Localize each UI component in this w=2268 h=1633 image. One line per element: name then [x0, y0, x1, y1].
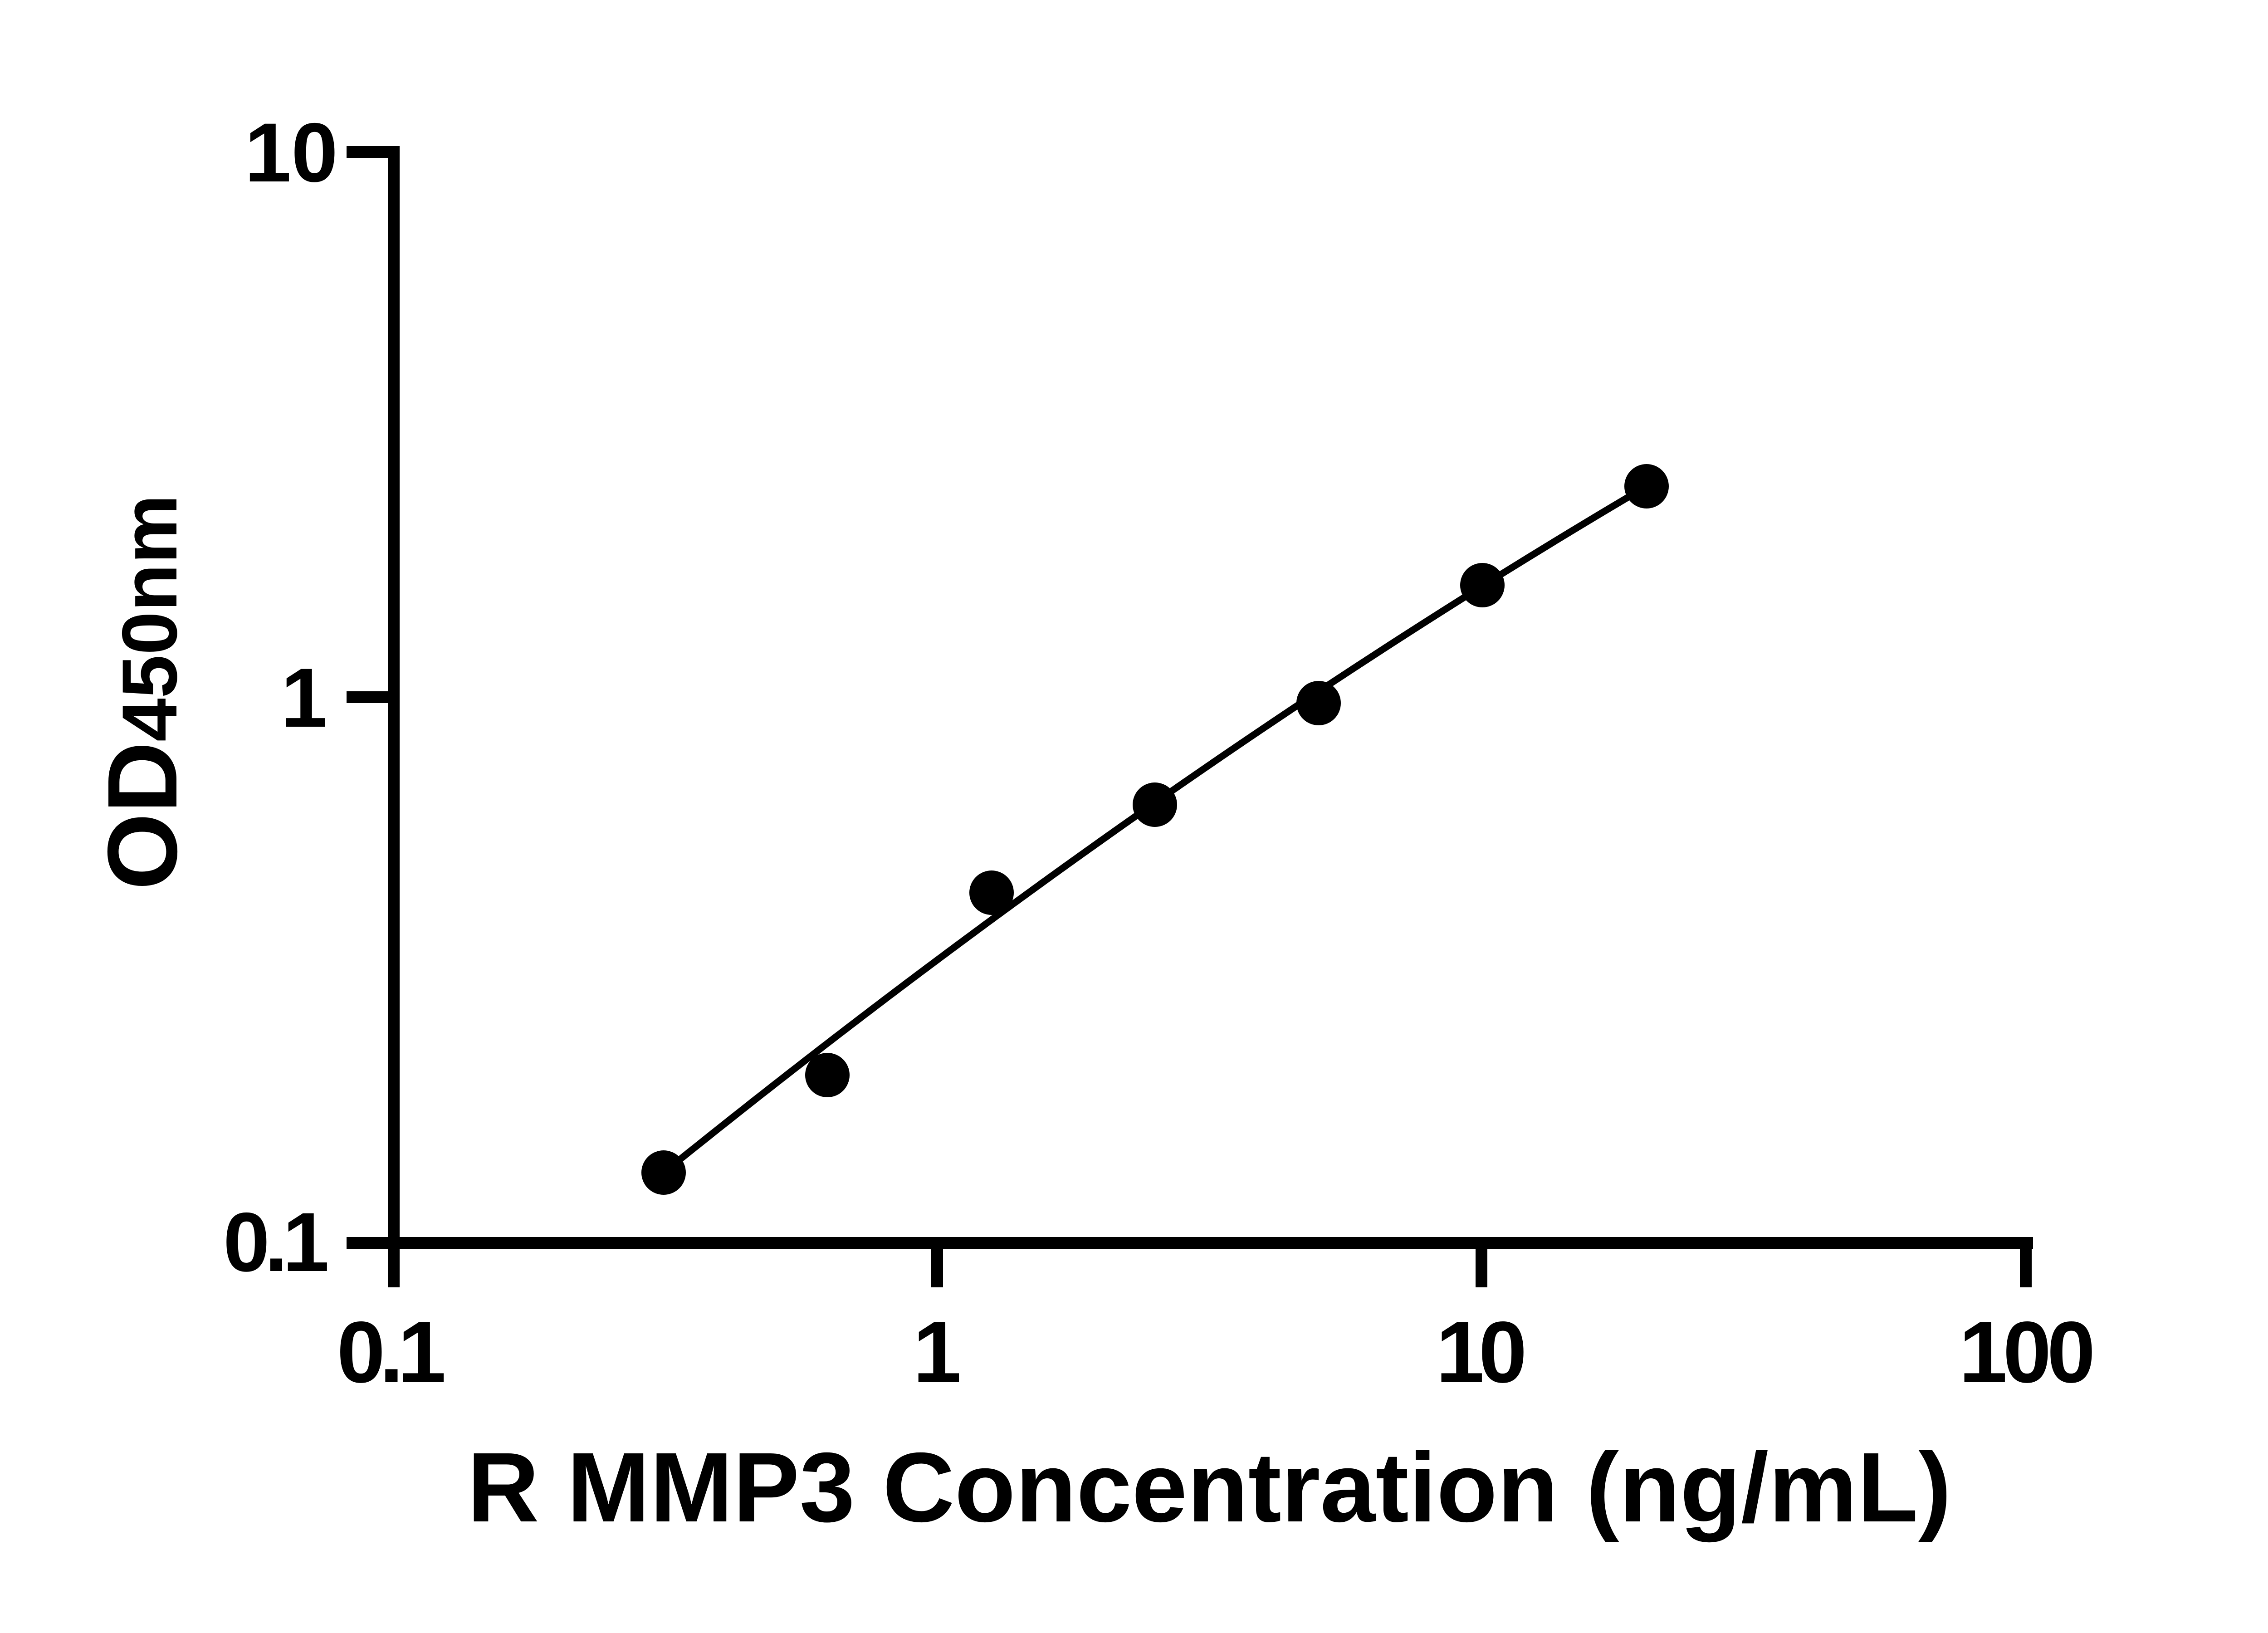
- svg-text:0.1: 0.1: [337, 1303, 446, 1401]
- svg-text:R MMP3 Concentration (ng/mL): R MMP3 Concentration (ng/mL): [467, 1433, 1951, 1543]
- svg-text:100: 100: [1959, 1303, 2096, 1401]
- svg-text:1: 1: [913, 1303, 962, 1401]
- svg-text:0.1: 0.1: [223, 1196, 329, 1289]
- svg-text:OD450nm: OD450nm: [88, 494, 198, 890]
- svg-text:10: 10: [244, 106, 338, 200]
- svg-text:1: 1: [281, 651, 327, 745]
- svg-text:10: 10: [1436, 1303, 1527, 1401]
